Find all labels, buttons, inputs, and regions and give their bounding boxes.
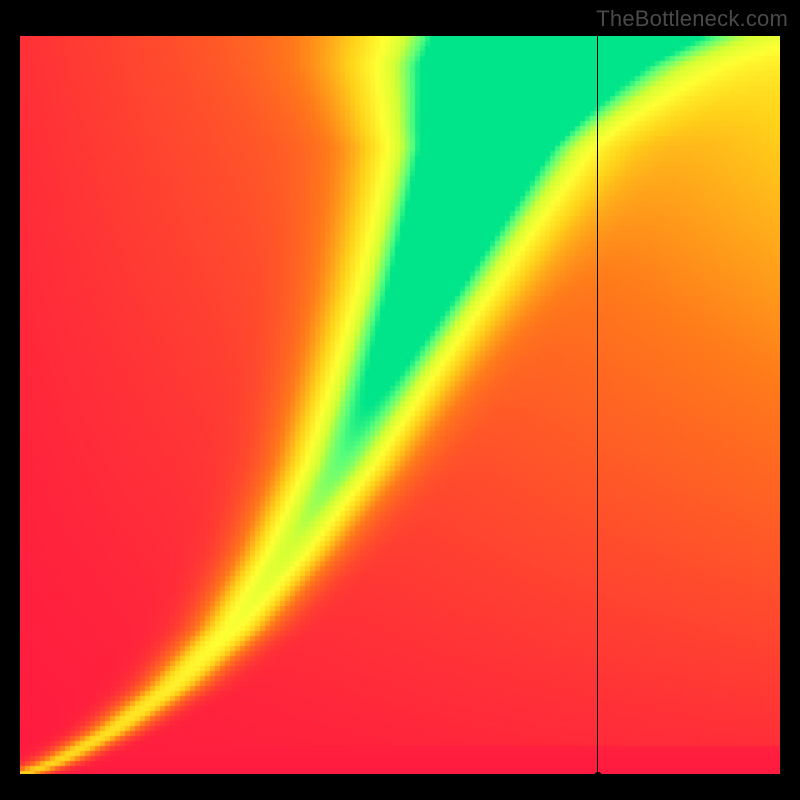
heatmap-plot	[20, 36, 780, 776]
x-axis	[20, 774, 780, 776]
marker-vertical-line	[597, 36, 598, 776]
chart-container: TheBottleneck.com	[0, 0, 800, 800]
watermark-text: TheBottleneck.com	[596, 6, 788, 32]
heatmap-canvas	[20, 36, 780, 776]
